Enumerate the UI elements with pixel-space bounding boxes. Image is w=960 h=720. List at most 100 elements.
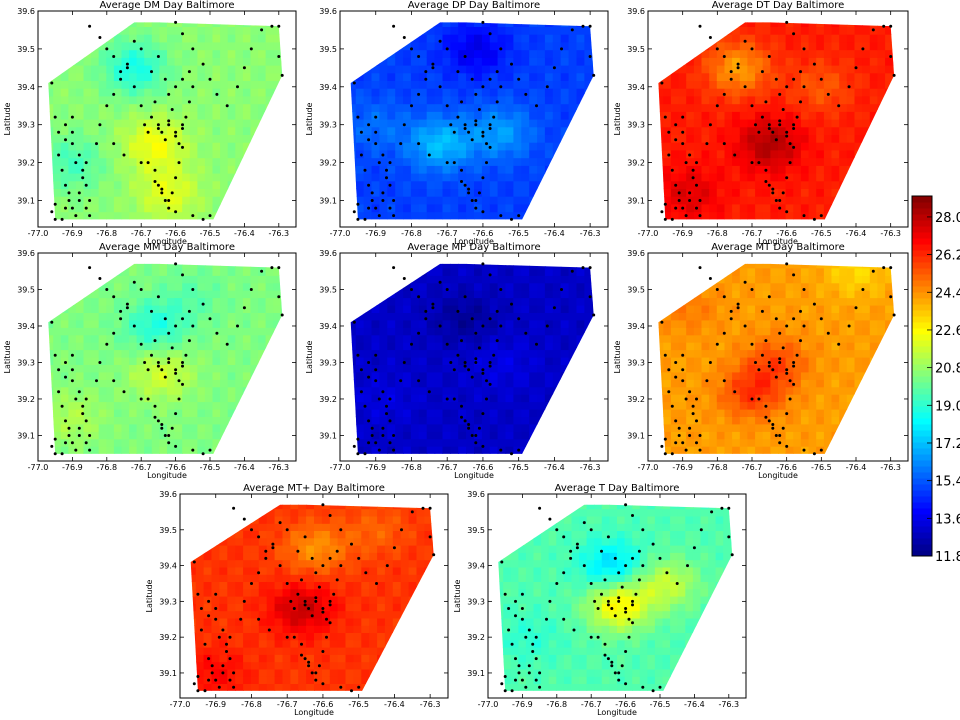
station-dot [112,92,116,96]
heatmap-cell [529,165,538,174]
heatmap-cell [144,103,153,112]
heatmap-cell [410,446,420,454]
heatmap-cell [426,41,436,51]
heatmap-cell [678,211,687,220]
heatmap-cell [235,386,244,395]
station-dot [167,434,171,437]
station-dot [785,130,789,134]
heatmap-cell [75,157,85,166]
heatmap-cell [410,319,420,328]
heatmap-cell [892,65,895,74]
heatmap-cell [450,327,459,336]
heatmap-cell [450,282,459,291]
station-dot [854,66,858,70]
heatmap-cell [785,88,794,97]
heatmap-cell [442,275,451,284]
heatmap-cell [434,49,444,58]
heatmap-cell [434,364,444,373]
heatmap-cell [576,49,585,58]
heatmap-cell [220,173,229,182]
heatmap-cell [265,80,274,89]
heatmap-cell [686,173,695,182]
heatmap-cell [167,34,176,43]
heatmap-cell [242,349,252,358]
heatmap-cell [481,416,491,425]
heatmap-cell [395,423,404,432]
heatmap-cell [113,431,123,440]
heatmap-cell [60,319,69,328]
heatmap-cell [136,379,145,388]
heatmap-cell [151,57,160,66]
heatmap-cell [197,165,206,174]
heatmap-cell [106,142,115,151]
heatmap-cell [68,319,77,328]
heatmap-cell [739,188,748,197]
heatmap-cell [410,386,420,395]
heatmap-cell [60,364,69,373]
heatmap-cell [106,203,115,213]
heatmap-cell [98,379,107,388]
heatmap-cell [182,34,191,43]
heatmap-cell [450,423,459,432]
heatmap-cell [823,22,833,27]
heatmap-cell [379,297,388,306]
heatmap-cell [778,88,787,97]
heatmap-cell [862,65,871,74]
station-dot [88,24,92,28]
heatmap-cell [466,88,475,97]
heatmap-cell [242,65,252,74]
heatmap-cell [75,319,85,328]
heatmap-cell [371,401,380,410]
heatmap-cell [159,334,168,343]
station-dot [705,142,709,146]
heatmap-cell [363,111,373,120]
heatmap-cell [521,165,530,174]
heatmap-cell [371,103,380,112]
heatmap-cell [68,111,77,120]
heatmap-cell [693,196,703,205]
heatmap-cell [53,431,62,440]
heatmap-cell [403,49,412,58]
heatmap-cell [355,173,365,182]
heatmap-cell [387,103,396,112]
heatmap-cell [739,65,748,74]
heatmap-cell [48,327,54,336]
heatmap-cell [113,149,123,159]
station-dot [167,361,171,364]
heatmap-cell [174,103,183,112]
heatmap-cell [489,65,499,74]
heatmap-cell [129,394,138,403]
heatmap-cell [800,22,810,27]
heatmap-cell [212,319,221,328]
heatmap-cell [442,357,451,365]
x-tick-label: -76.7 [131,229,152,238]
heatmap-cell [466,57,475,66]
station-dot [535,104,538,108]
heatmap-cell [151,297,160,306]
heatmap-cell [106,334,115,343]
heatmap-cell [552,119,562,128]
heatmap-cell [167,119,176,128]
heatmap-cell [395,173,404,182]
heatmap-cell [823,34,833,43]
heatmap-cell [505,72,514,81]
heatmap-cell [785,134,794,143]
heatmap-cell [98,126,107,135]
heatmap-cell [592,72,594,81]
heatmap-cell [363,342,373,351]
heatmap-cell [98,327,107,336]
heatmap-cell [458,49,467,58]
heatmap-cell [755,203,764,213]
heatmap-cell [466,297,475,306]
station-dot [153,180,157,183]
heatmap-cell [395,438,404,447]
heatmap-cell [129,80,138,89]
heatmap-cell [489,88,499,97]
station-dot [191,47,195,51]
heatmap-cell [481,357,491,365]
station-dot [88,214,92,218]
heatmap-cell [235,134,244,143]
heatmap-cell [98,290,107,299]
heatmap-cell [442,126,451,135]
station-dot [170,191,174,195]
